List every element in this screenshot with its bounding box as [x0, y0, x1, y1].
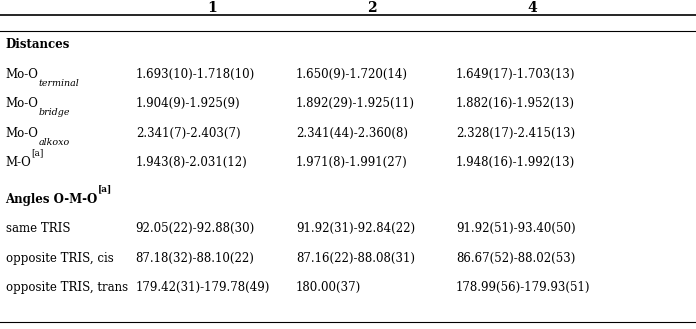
Text: Mo-O: Mo-O [6, 67, 38, 81]
Text: 2: 2 [367, 1, 377, 15]
Text: 1.971(8)-1.991(27): 1.971(8)-1.991(27) [296, 156, 408, 169]
Text: 1.650(9)-1.720(14): 1.650(9)-1.720(14) [296, 67, 408, 81]
Text: 1: 1 [207, 1, 217, 15]
Text: 2.328(17)-2.415(13): 2.328(17)-2.415(13) [456, 127, 575, 140]
Text: 1.649(17)-1.703(13): 1.649(17)-1.703(13) [456, 67, 576, 81]
Text: [a]: [a] [98, 185, 112, 194]
Text: M-O: M-O [6, 156, 31, 169]
Text: same TRIS: same TRIS [6, 222, 70, 235]
Text: bridge: bridge [38, 108, 70, 117]
Text: Angles O-M-O: Angles O-M-O [6, 192, 98, 206]
Text: 91.92(31)-92.84(22): 91.92(31)-92.84(22) [296, 222, 415, 235]
Text: 180.00(37): 180.00(37) [296, 281, 361, 294]
Text: 92.05(22)-92.88(30): 92.05(22)-92.88(30) [136, 222, 255, 235]
Text: 1.882(16)-1.952(13): 1.882(16)-1.952(13) [456, 97, 575, 110]
Text: opposite TRIS, trans: opposite TRIS, trans [6, 281, 127, 294]
Text: 178.99(56)-179.93(51): 178.99(56)-179.93(51) [456, 281, 590, 294]
Text: 86.67(52)-88.02(53): 86.67(52)-88.02(53) [456, 252, 576, 265]
Text: 2.341(44)-2.360(8): 2.341(44)-2.360(8) [296, 127, 408, 140]
Text: 2.341(7)-2.403(7): 2.341(7)-2.403(7) [136, 127, 240, 140]
Text: alkoxo: alkoxo [38, 138, 70, 147]
Text: opposite TRIS, cis: opposite TRIS, cis [6, 252, 113, 265]
Text: 1.948(16)-1.992(13): 1.948(16)-1.992(13) [456, 156, 575, 169]
Text: [a]: [a] [31, 148, 44, 158]
Text: Mo-O: Mo-O [6, 127, 38, 140]
Text: 1.904(9)-1.925(9): 1.904(9)-1.925(9) [136, 97, 240, 110]
Text: Distances: Distances [6, 38, 70, 51]
Text: 1.892(29)-1.925(11): 1.892(29)-1.925(11) [296, 97, 415, 110]
Text: 1.693(10)-1.718(10): 1.693(10)-1.718(10) [136, 67, 255, 81]
Text: 4: 4 [528, 1, 537, 15]
Text: Mo-O: Mo-O [6, 97, 38, 110]
Text: terminal: terminal [38, 79, 79, 88]
Text: 1.943(8)-2.031(12): 1.943(8)-2.031(12) [136, 156, 248, 169]
Text: 179.42(31)-179.78(49): 179.42(31)-179.78(49) [136, 281, 270, 294]
Text: 87.16(22)-88.08(31): 87.16(22)-88.08(31) [296, 252, 415, 265]
Text: 87.18(32)-88.10(22): 87.18(32)-88.10(22) [136, 252, 255, 265]
Text: 91.92(51)-93.40(50): 91.92(51)-93.40(50) [456, 222, 576, 235]
